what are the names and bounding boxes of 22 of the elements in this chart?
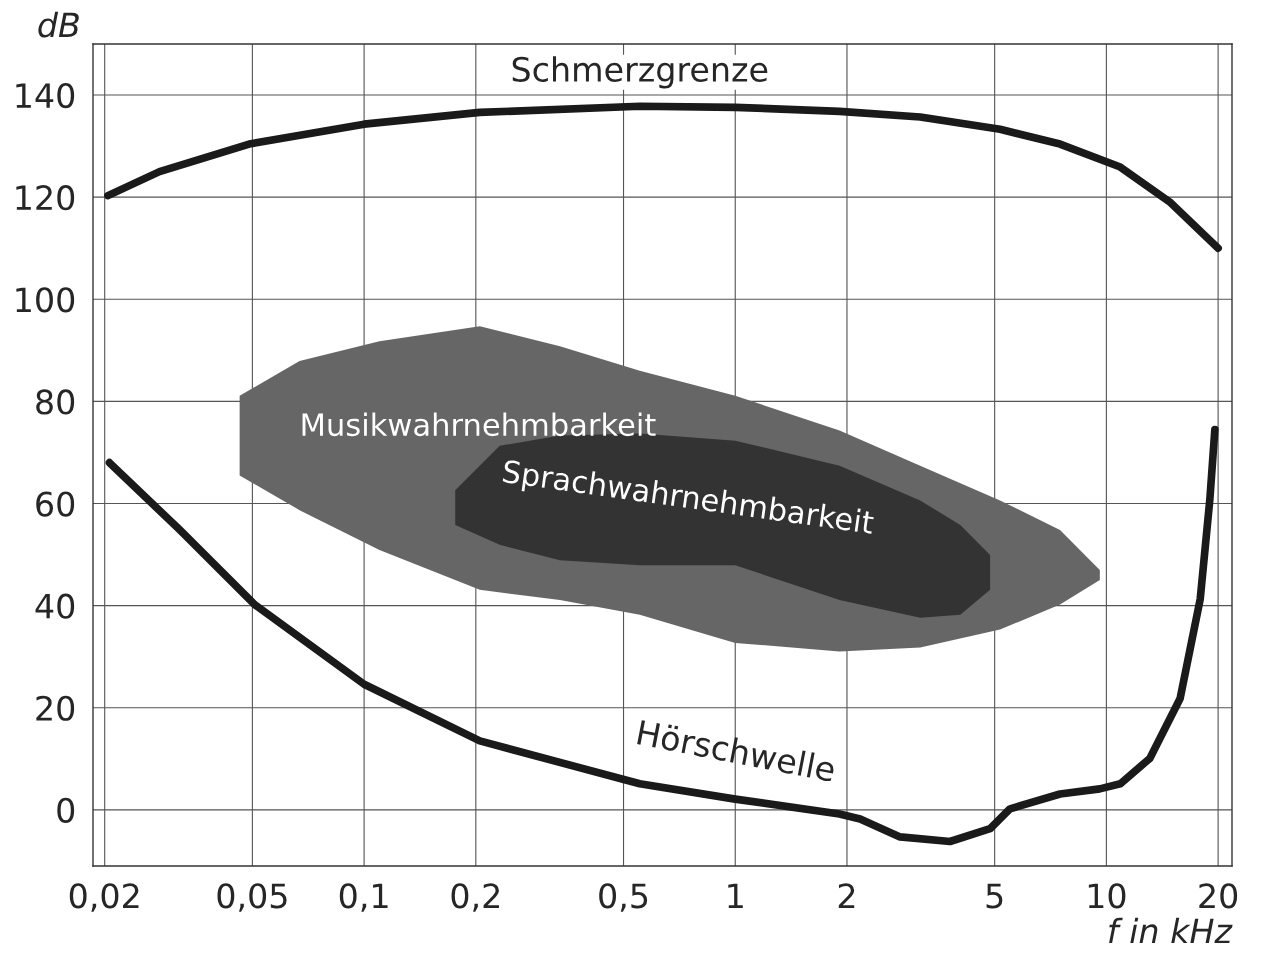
y-tick-label: 100	[16, 287, 75, 313]
x-tick-label: 2	[838, 883, 855, 908]
x-tick-label: 10	[1088, 883, 1126, 909]
x-tick-label: 5	[986, 883, 1003, 909]
y-tick-label: 20	[36, 695, 75, 721]
x-tick-label: 0,05	[217, 883, 287, 912]
x-axis-title: f in kHz	[1109, 917, 1233, 944]
y-tick-label: 40	[35, 593, 75, 619]
x-tick-label: 0,1	[339, 883, 388, 912]
y-tick-label: 60	[36, 491, 75, 517]
series-label: Schmerzgrenze	[512, 56, 768, 89]
y-tick-label: 0	[57, 797, 75, 823]
y-tick-label: 80	[36, 389, 75, 415]
y-tick-label: 140	[16, 82, 75, 109]
x-tick-label: 0,2	[451, 883, 499, 912]
x-tick-label: 20	[1199, 883, 1238, 909]
y-tick-label: 120	[16, 185, 75, 211]
x-tick-label: 0,5	[599, 883, 648, 912]
y-axis-title: dB	[38, 11, 79, 38]
x-tick-label: 1	[728, 883, 743, 908]
series-label: Musikwahrnehmbarkeit	[302, 412, 656, 437]
x-tick-label: 0,02	[69, 883, 139, 912]
